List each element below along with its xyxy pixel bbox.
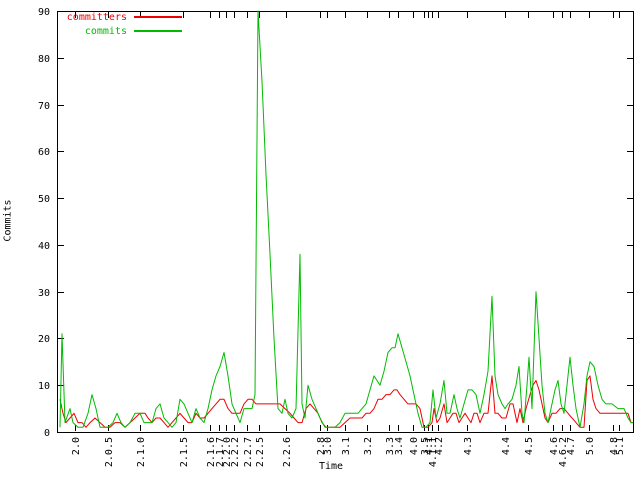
legend: committers commits [58,10,182,38]
y-tick-label: 50 [38,194,50,205]
legend-label-committers: committers [66,11,127,23]
x-tick-label: 4.2 [434,437,445,455]
x-axis-title: Time [318,461,344,472]
y-tick-label: 70 [38,101,50,112]
x-tick-label: 4.1 [424,437,435,455]
y-tick-label: 10 [38,381,50,392]
committers-line [59,375,633,428]
x-tick-label: 3.0 [323,437,334,455]
legend-label-commits: commits [84,25,127,37]
x-tick-label: 2.2.6 [282,437,293,467]
legend-row-0: committers [58,10,182,24]
x-tick-label: 2.1.5 [179,437,190,467]
x-tick-label: 4.5 [524,437,535,455]
x-tick-label: 3.5 [420,437,431,455]
x-tick-label: 2.2.7 [243,437,254,467]
x-tick-label: 4.7 [566,437,577,455]
x-tick-label: 2.1.6 [206,437,217,467]
x-tick-label: 3.3 [385,437,396,455]
x-tick-label: 2.8 [316,437,327,455]
commits-line-sample-icon [134,30,182,32]
x-tick-label: 2.2.2 [230,437,241,467]
x-tick-label: 2.1.0 [136,437,147,467]
x-tick-label: 2.1.7 [215,437,226,467]
x-tick-label: 4.3 [463,437,474,455]
x-tick-label: 4.8 [609,437,620,455]
x-tick-label: 4.6.2 [558,437,569,467]
x-tick-label: 5.1 [615,437,626,455]
x-tick-label: 4.0 [409,437,420,455]
plot-border [57,11,634,433]
x-tick-label: 2.2.5 [255,437,266,467]
x-tick-label: 3.4 [394,437,405,455]
y-tick-label: 0 [44,428,50,439]
legend-row-1: commits [58,24,182,38]
x-tick-label: 5.0 [585,437,596,455]
x-tick-label: 4.4 [501,437,512,455]
y-tick-label: 80 [38,54,50,65]
commits-line [59,10,633,428]
committers-line-sample-icon [134,16,182,18]
y-tick-label: 40 [38,241,50,252]
x-tick-label: 3.1 [341,437,352,455]
y-tick-label: 20 [38,334,50,345]
y-tick-label: 90 [38,7,50,18]
x-tick-label: 3.2 [363,437,374,455]
x-tick-label: 2.0.5 [104,437,115,467]
x-tick-label: 2.0 [71,437,82,455]
y-tick-label: 30 [38,288,50,299]
y-tick-label: 60 [38,147,50,158]
x-tick-label: 4.1.1 [428,437,439,467]
x-tick-label: 4.6 [549,437,560,455]
y-axis-title: Commits [2,199,14,242]
x-tick-label: 2.2.0 [222,437,233,467]
